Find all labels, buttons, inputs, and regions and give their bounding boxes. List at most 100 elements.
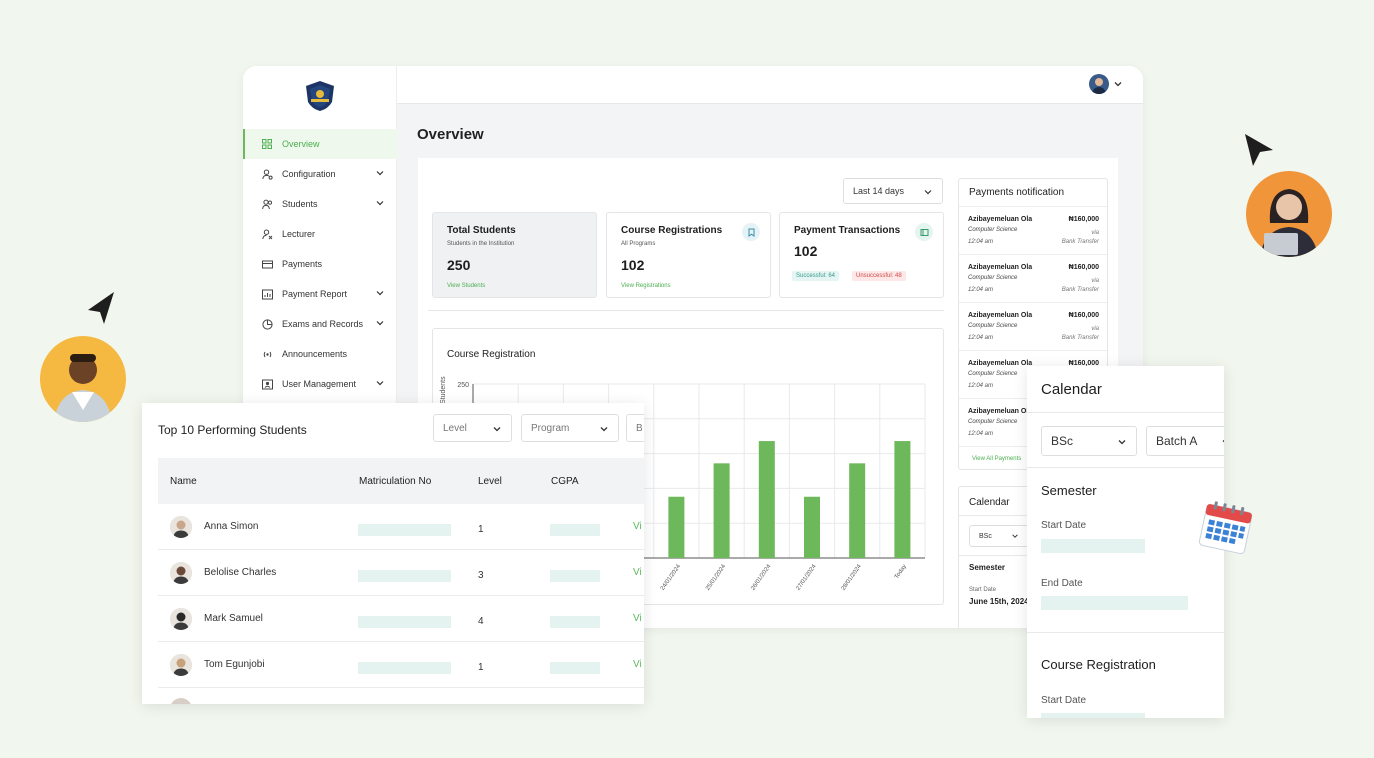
table-row[interactable]: Mark Samuel 4 Vi <box>158 596 644 642</box>
stat-value: 102 <box>794 243 818 259</box>
sidebar-item-configuration[interactable]: Configuration <box>243 159 397 189</box>
payment-via: via <box>1091 326 1099 332</box>
chevron-down-icon <box>376 291 384 296</box>
avatar <box>170 608 192 630</box>
table-row[interactable]: Anna Simon 1 Vi <box>158 504 644 550</box>
sidebar-item-overview[interactable]: Overview <box>243 129 397 159</box>
top-students-card: Top 10 Performing Students Level Program… <box>142 403 644 704</box>
payment-time: 12:04 am <box>968 431 994 437</box>
payer-department: Computer Science <box>968 227 1018 233</box>
sidebar-item-label: Lecturer <box>282 229 316 239</box>
payer-department: Computer Science <box>968 275 1018 281</box>
user-avatar[interactable] <box>1089 74 1109 94</box>
payment-method: Bank Transfer <box>1061 239 1099 245</box>
x-tick-label: 25/01/2024 <box>705 563 728 592</box>
stat-card-total-students: Total Students Students in the Instituti… <box>432 212 597 298</box>
users-icon <box>261 198 273 210</box>
mini-program-value: BSc <box>979 532 992 540</box>
payment-item[interactable]: Azibayemeluan Ola ₦160,000 Computer Scienc… <box>959 255 1107 303</box>
payer-name: Azibayemeluan Ola <box>968 360 1033 367</box>
chevron-down-icon <box>1012 534 1018 538</box>
y-tick-label: 250 <box>457 382 469 389</box>
sidebar-item-label: User Management <box>282 379 357 389</box>
divider <box>1027 467 1224 468</box>
view-link[interactable]: Vi <box>633 567 642 578</box>
user-gear-icon <box>261 168 273 180</box>
end-date-label: End Date <box>1041 578 1083 589</box>
view-registrations-link[interactable]: View Registrations <box>621 283 671 289</box>
stat-value: 250 <box>447 257 471 273</box>
date-range-dropdown[interactable]: Last 14 days <box>843 178 943 204</box>
program-dropdown[interactable]: BSc <box>1041 426 1137 456</box>
table-row <box>158 688 644 704</box>
table-row[interactable]: Belolise Charles 3 Vi <box>158 550 644 596</box>
cursor-arrow-icon <box>88 292 114 324</box>
stat-subtitle: Students in the Institution <box>447 241 515 247</box>
chevron-down-icon <box>376 321 384 326</box>
level-filter-dropdown[interactable]: Level <box>433 414 512 442</box>
lecturer-photo <box>1246 171 1332 257</box>
program-filter-dropdown[interactable]: Program <box>521 414 619 442</box>
sidebar-item-label: Payment Report <box>282 289 348 299</box>
payer-department: Computer Science <box>968 323 1018 329</box>
sidebar-item-user-management[interactable]: User Management <box>243 369 397 399</box>
chevron-down-icon[interactable] <box>1113 79 1123 89</box>
dashboard-window: Overview Configuration Students Lecturer… <box>243 66 1143 628</box>
cgpa-placeholder <box>550 570 600 582</box>
bar <box>849 463 866 558</box>
view-link[interactable]: Vi <box>633 521 642 532</box>
student-name: Mark Samuel <box>204 613 263 624</box>
sidebar-item-payments[interactable]: Payments <box>243 249 397 279</box>
mini-start-label: Start Date <box>969 587 997 593</box>
shield-logo <box>306 81 334 111</box>
cgpa-placeholder <box>550 524 600 536</box>
calendar-card: Calendar BSc Batch A Semester Start Date… <box>1027 366 1224 718</box>
student-name: Belolise Charles <box>204 567 277 578</box>
avatar <box>170 516 192 538</box>
sidebar-item-lecturer[interactable]: Lecturer <box>243 219 397 249</box>
avatar <box>170 562 192 584</box>
sidebar-item-label: Payments <box>282 259 323 269</box>
payment-item[interactable]: Azibayemeluan Ola ₦160,000 Computer Scienc… <box>959 303 1107 351</box>
payer-name: Azibayemeluan Ola <box>968 408 1033 415</box>
payer-name: Azibayemeluan Ola <box>968 264 1033 271</box>
report-icon <box>261 288 273 300</box>
table-header: Name Matriculation No Level CGPA <box>158 458 644 504</box>
bookmark-icon <box>742 223 760 241</box>
x-tick-label: 24/01/2024 <box>660 563 683 592</box>
chevron-down-icon <box>924 190 932 195</box>
payment-item[interactable]: Azibayemeluan Ola ₦160,000 Computer Scienc… <box>959 207 1107 255</box>
payment-time: 12:04 am <box>968 287 994 293</box>
sidebar-item-exams-records[interactable]: Exams and Records <box>243 309 397 339</box>
stat-card-payment-transactions: Payment Transactions 102 Successful: 64 … <box>779 212 944 298</box>
view-link[interactable]: Vi <box>633 659 642 670</box>
view-all-payments-link[interactable]: View All Payments <box>972 456 1022 462</box>
divider <box>1027 412 1224 413</box>
batch-filter-dropdown[interactable]: B <box>626 414 644 442</box>
mini-program-dropdown[interactable]: BSc <box>969 525 1029 547</box>
batch-filter-value: B <box>636 422 643 434</box>
stat-title: Course Registrations <box>621 225 723 236</box>
payment-time: 12:04 am <box>968 383 994 389</box>
sidebar-item-payment-report[interactable]: Payment Report <box>243 279 397 309</box>
student-level: 3 <box>478 570 484 581</box>
course-start-date-field[interactable] <box>1041 713 1145 718</box>
start-date-field[interactable] <box>1041 539 1145 553</box>
student-level: 4 <box>478 616 484 627</box>
chevron-down-icon <box>493 427 501 432</box>
table-row[interactable]: Tom Egunjobi 1 Vi <box>158 642 644 688</box>
chevron-down-icon <box>376 171 384 176</box>
chevron-down-icon <box>376 381 384 386</box>
batch-value: Batch A <box>1156 434 1198 448</box>
end-date-field[interactable] <box>1041 596 1188 610</box>
batch-dropdown[interactable]: Batch A <box>1146 426 1224 456</box>
view-link[interactable]: Vi <box>633 613 642 624</box>
stat-card-course-registrations: Course Registrations All Programs 102 Vi… <box>606 212 771 298</box>
sidebar-item-announcements[interactable]: Announcements <box>243 339 397 369</box>
chevron-down-icon <box>376 201 384 206</box>
student-level: 1 <box>478 662 484 673</box>
sidebar-item-students[interactable]: Students <box>243 189 397 219</box>
avatar <box>170 698 192 704</box>
payment-via: via <box>1091 278 1099 284</box>
view-students-link[interactable]: View Students <box>447 283 486 289</box>
